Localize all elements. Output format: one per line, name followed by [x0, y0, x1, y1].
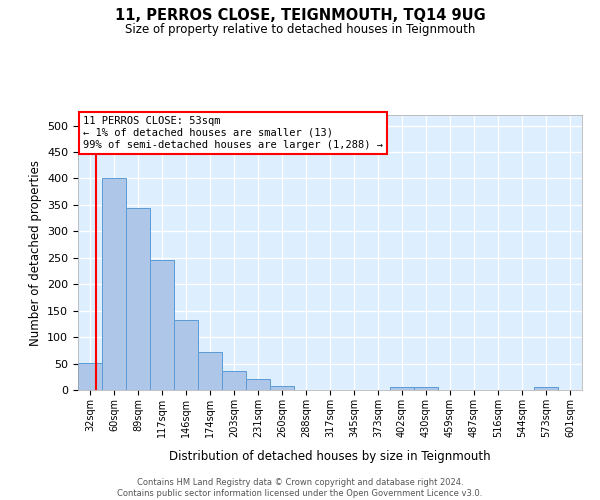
Bar	[126, 208, 150, 390]
Y-axis label: Number of detached properties: Number of detached properties	[29, 160, 41, 346]
Bar	[150, 260, 174, 390]
Bar	[102, 178, 126, 390]
Text: Contains HM Land Registry data © Crown copyright and database right 2024.
Contai: Contains HM Land Registry data © Crown c…	[118, 478, 482, 498]
Text: 11, PERROS CLOSE, TEIGNMOUTH, TQ14 9UG: 11, PERROS CLOSE, TEIGNMOUTH, TQ14 9UG	[115, 8, 485, 22]
Bar	[534, 388, 558, 390]
Text: Distribution of detached houses by size in Teignmouth: Distribution of detached houses by size …	[169, 450, 491, 463]
Bar	[414, 387, 438, 390]
Bar	[174, 320, 198, 390]
Bar	[390, 387, 414, 390]
Bar	[198, 352, 222, 390]
Bar	[222, 372, 246, 390]
Bar	[78, 363, 102, 390]
Bar	[270, 386, 294, 390]
Bar	[246, 380, 270, 390]
Text: Size of property relative to detached houses in Teignmouth: Size of property relative to detached ho…	[125, 22, 475, 36]
Text: 11 PERROS CLOSE: 53sqm
← 1% of detached houses are smaller (13)
99% of semi-deta: 11 PERROS CLOSE: 53sqm ← 1% of detached …	[83, 116, 383, 150]
